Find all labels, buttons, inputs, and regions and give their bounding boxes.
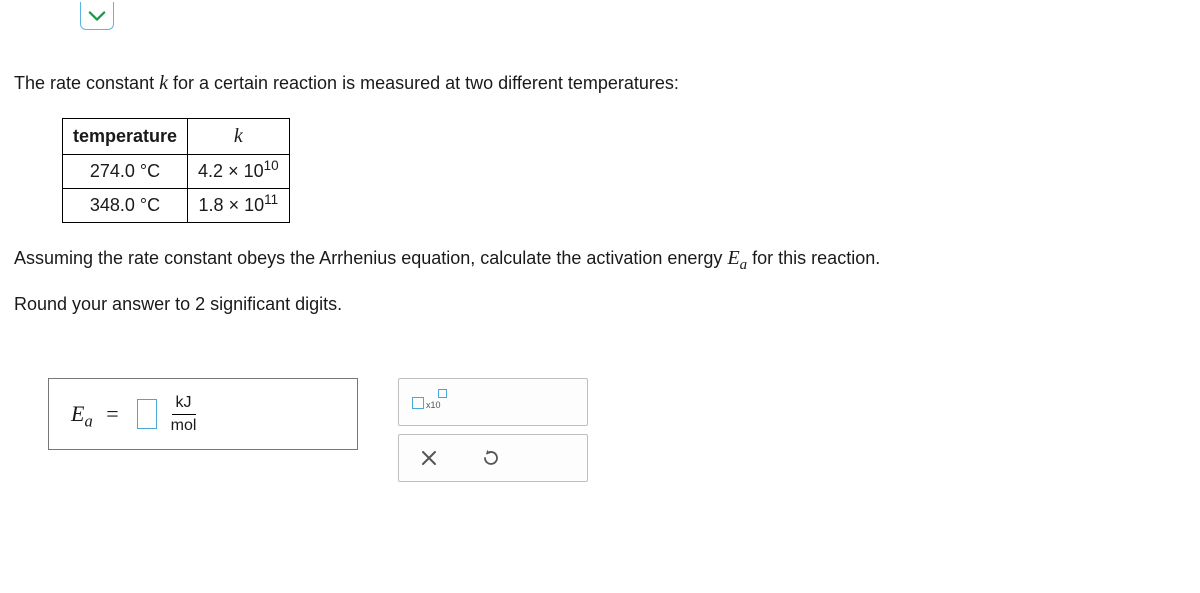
intro-var-k: k [159, 72, 168, 94]
cell-temp-1: 348.0 °C [63, 189, 188, 223]
table-header-row: temperature k [63, 119, 290, 155]
chevron-down-icon [88, 9, 106, 23]
close-icon [420, 449, 438, 467]
cell-k-1: 1.8 × 1011 [188, 189, 290, 223]
cell-k-0: 4.2 × 1010 [188, 155, 290, 189]
answer-row: Ea = kJ mol x10 [48, 378, 1186, 482]
unit-fraction: kJ mol [167, 394, 201, 435]
expand-toggle[interactable] [80, 2, 114, 30]
table-row: 348.0 °C 1.8 × 1011 [63, 189, 290, 223]
tool-column: x10 [398, 378, 588, 482]
intro-pre: The rate constant [14, 73, 159, 93]
sci-notation-icon: x10 [412, 389, 446, 415]
reset-button[interactable] [473, 443, 509, 473]
problem-content: The rate constant k for a certain reacti… [0, 0, 1200, 482]
tool-row-actions [398, 434, 588, 482]
assume-var-E: Ea [727, 247, 747, 269]
header-temperature: temperature [63, 119, 188, 155]
table-row: 274.0 °C 4.2 × 1010 [63, 155, 290, 189]
tool-row-sci: x10 [398, 378, 588, 426]
unit-top: kJ [172, 394, 196, 415]
intro-post: for a certain reaction is measured at tw… [168, 73, 679, 93]
assumption-line: Assuming the rate constant obeys the Arr… [14, 243, 1186, 273]
intro-line: The rate constant k for a certain reacti… [14, 68, 1186, 98]
assume-pre: Assuming the rate constant obeys the Arr… [14, 248, 727, 268]
scientific-notation-button[interactable]: x10 [411, 387, 447, 417]
answer-input[interactable] [137, 399, 157, 429]
unit-bot: mol [167, 415, 201, 435]
answer-box: Ea = kJ mol [48, 378, 358, 450]
data-table: temperature k 274.0 °C 4.2 × 1010 348.0 … [62, 118, 290, 223]
cell-temp-0: 274.0 °C [63, 155, 188, 189]
round-instruction: Round your answer to 2 significant digit… [14, 291, 1186, 318]
clear-button[interactable] [411, 443, 447, 473]
header-k: k [188, 119, 290, 155]
answer-symbol: Ea = [71, 401, 119, 427]
assume-post: for this reaction. [747, 248, 880, 268]
undo-icon [481, 448, 501, 468]
